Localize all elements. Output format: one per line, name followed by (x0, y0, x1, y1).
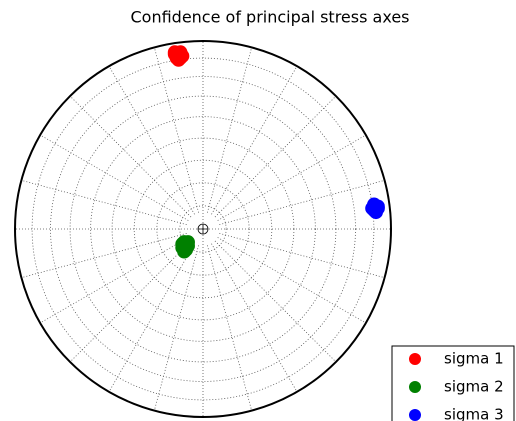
grid-radial (69, 240, 192, 363)
grid-radial (211, 243, 298, 393)
grid-radial (153, 245, 200, 411)
grid-radial (219, 232, 385, 279)
grid-radial (217, 134, 367, 221)
legend-marker (409, 381, 421, 393)
grid-radial (214, 95, 337, 218)
grid-radial (206, 47, 253, 213)
primitive-circle (14, 40, 392, 418)
point (370, 199, 385, 214)
chart-title: Confidence of principal stress axes (130, 8, 409, 27)
grid-circle (179, 205, 227, 253)
grid-radial (108, 243, 195, 393)
grid-radial (211, 65, 298, 215)
grid-circle (31, 57, 375, 401)
grid (15, 41, 391, 417)
grid-radial (214, 240, 337, 363)
grid-circle (156, 182, 250, 276)
legend-label: sigma 2 (444, 378, 504, 396)
grid-circle (133, 159, 273, 299)
grid-circle (90, 116, 316, 342)
grid-radial (153, 47, 200, 213)
point (169, 50, 184, 65)
legend-label: sigma 3 (444, 406, 504, 421)
center-cross (198, 224, 208, 234)
grid-radial (206, 245, 253, 411)
grid-radial (219, 179, 385, 226)
grid-radial (69, 95, 192, 218)
legend-label: sigma 1 (444, 350, 504, 368)
grid-radial (21, 232, 187, 279)
point (180, 235, 195, 250)
grid-circle (50, 76, 356, 382)
grid-radial (39, 237, 189, 324)
legend-marker (409, 409, 421, 421)
legend-marker (409, 353, 421, 365)
grid-radial (108, 65, 195, 215)
grid-radial (21, 179, 187, 226)
